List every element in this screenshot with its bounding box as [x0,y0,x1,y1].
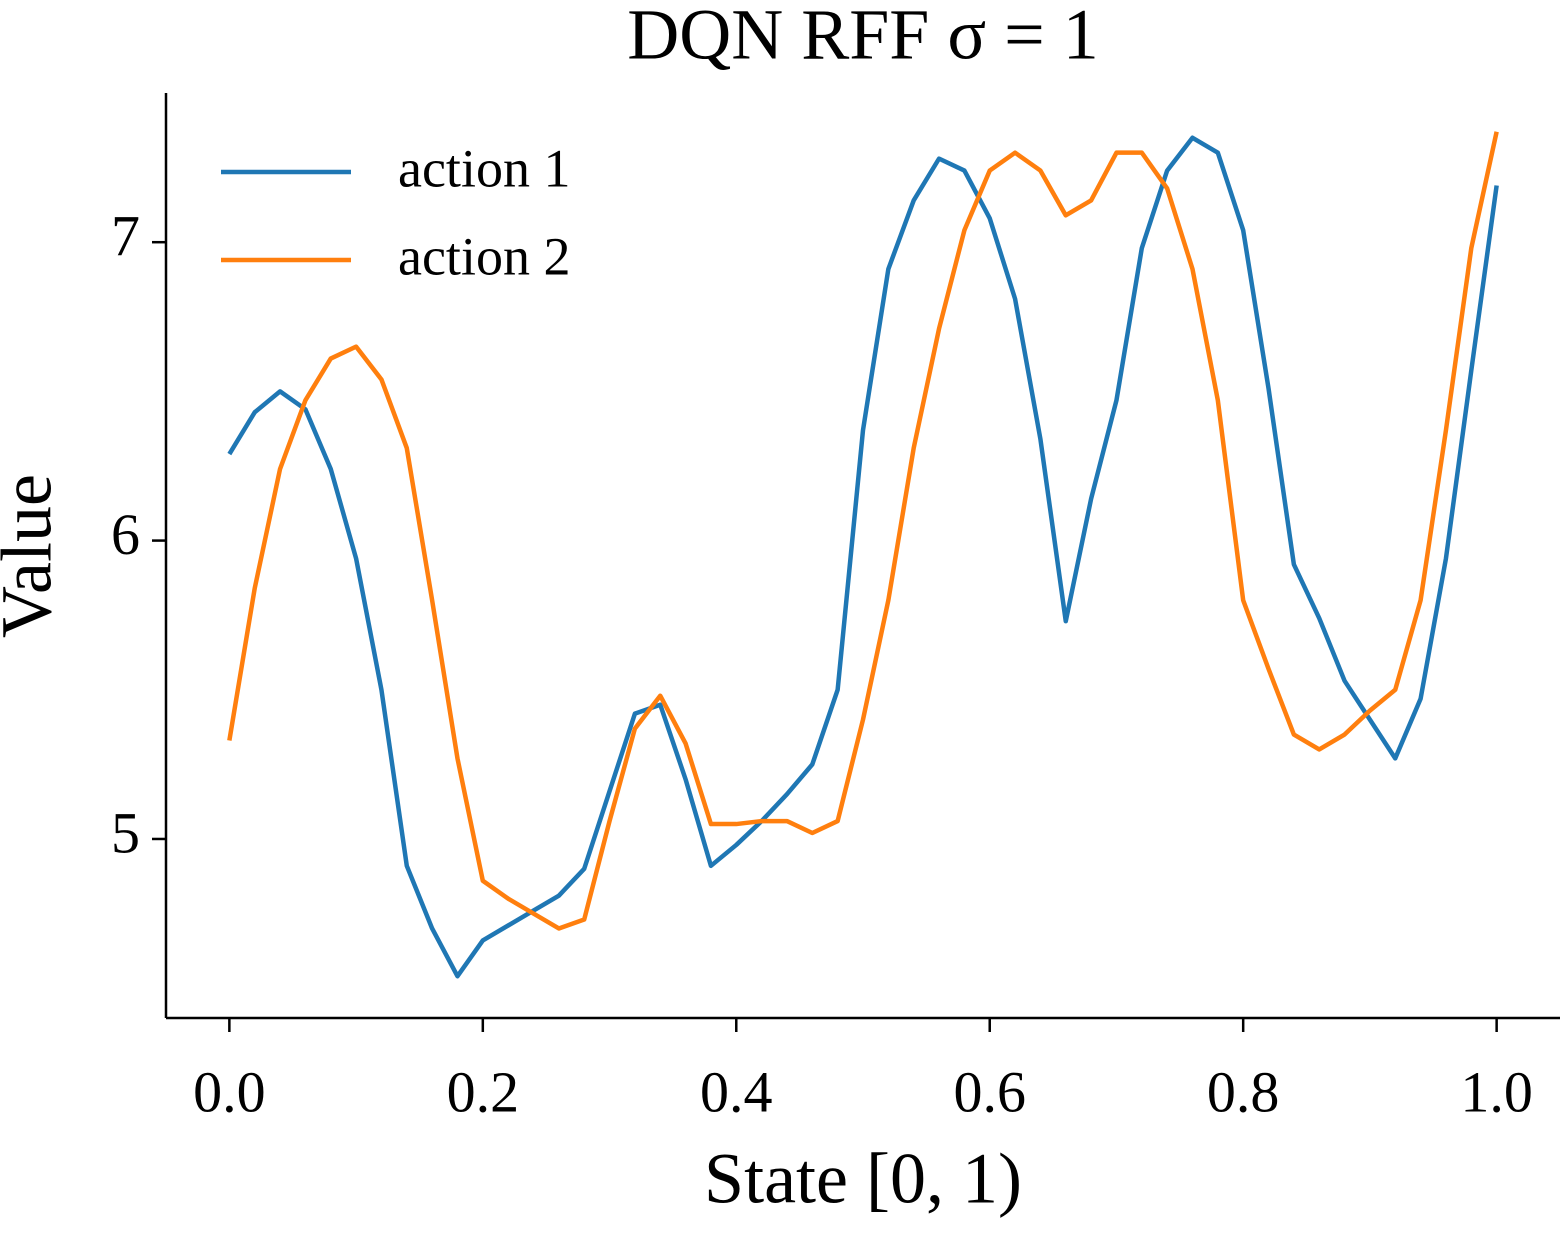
legend-label: action 2 [398,226,570,286]
x-tick-label: 1.0 [1460,1059,1533,1124]
series-line [227,135,1499,979]
y-axis-label: Value [0,474,67,638]
x-tick-label: 0.2 [447,1059,520,1124]
x-tick-label: 0.4 [700,1059,773,1124]
y-tick-label: 6 [111,502,140,567]
x-tick-label: 0.8 [1207,1059,1280,1124]
y-tick-label: 5 [111,800,140,865]
x-tick-label: 0.0 [193,1059,266,1124]
y-tick-label: 7 [111,204,140,269]
x-axis-label: State [0, 1) [704,1139,1022,1219]
x-tick-label: 0.6 [953,1059,1026,1124]
series-line [227,131,1499,931]
chart-title: DQN RFF σ = 1 [627,0,1099,75]
legend-label: action 1 [398,138,570,198]
